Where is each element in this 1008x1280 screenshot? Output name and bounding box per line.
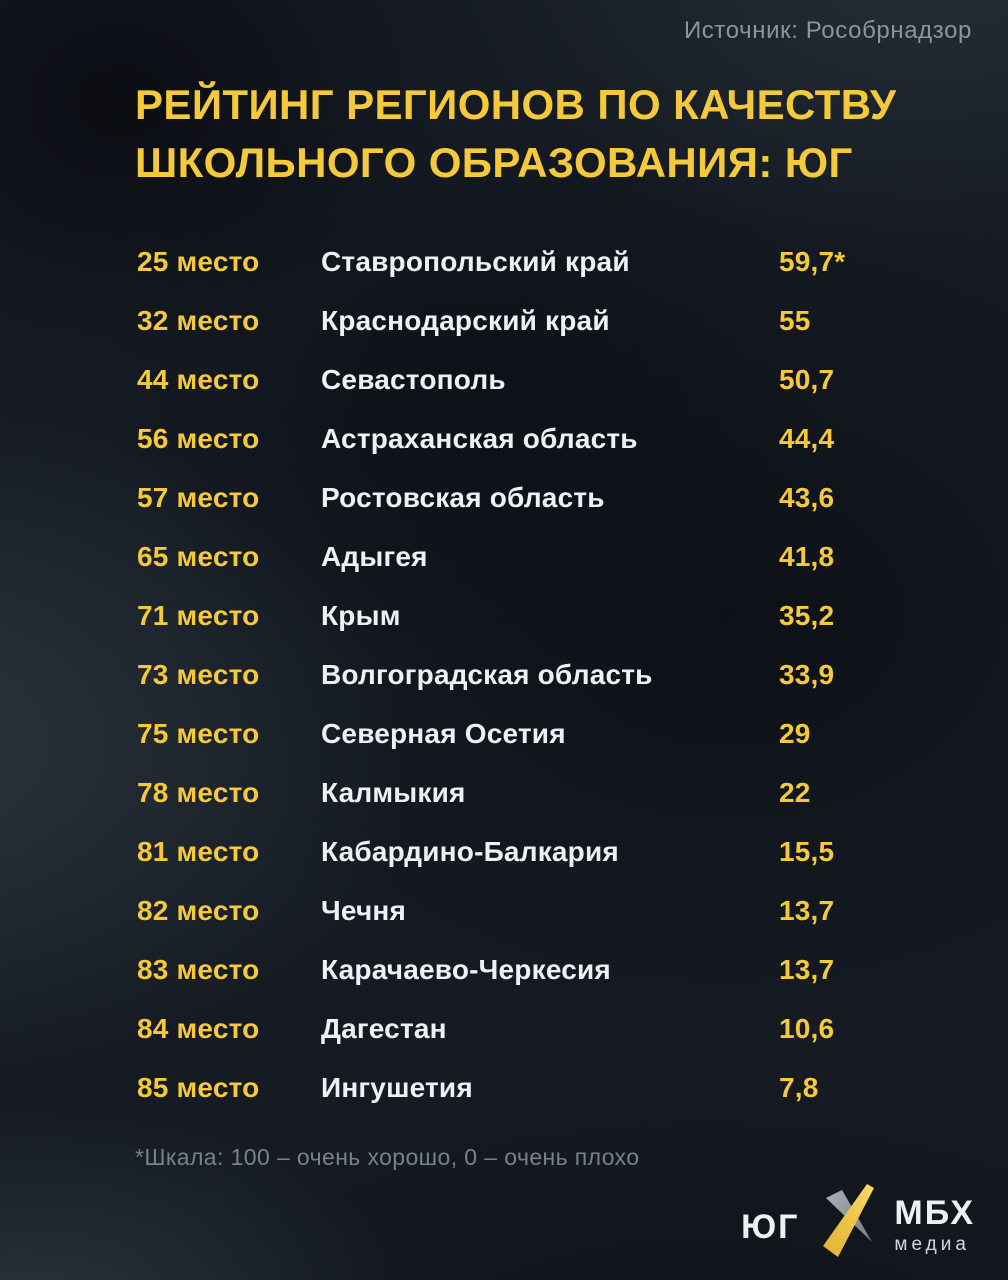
score-cell: 35,2 [779, 600, 835, 631]
place-cell: 25 место [137, 246, 260, 277]
place-cell: 44 место [137, 364, 260, 395]
region-cell: Калмыкия [321, 777, 466, 808]
place-cell: 82 место [137, 895, 260, 926]
table-row: 82 место Чечня 13,7 [137, 895, 885, 954]
score-cell: 50,7 [779, 364, 835, 395]
region-cell: Ростовская область [321, 482, 605, 513]
title-line-1: РЕЙТИНГ РЕГИОНОВ ПО КАЧЕСТВУ [135, 81, 897, 128]
scale-footnote: *Шкала: 100 – очень хорошо, 0 – очень пл… [135, 1144, 640, 1170]
region-cell: Северная Осетия [321, 718, 566, 749]
score-cell: 29 [779, 718, 811, 749]
place-cell: 84 место [137, 1013, 260, 1044]
ranking-table: 25 место Ставропольский край 59,7* 32 ме… [137, 246, 885, 1131]
place-cell: 83 место [137, 954, 260, 985]
logo: ЮГ МБХ медиа [741, 1184, 975, 1260]
place-cell: 78 место [137, 777, 260, 808]
source-label: Источник: Рособрнадзор [683, 17, 972, 44]
place-cell: 85 место [137, 1072, 260, 1103]
place-cell: 57 место [137, 482, 260, 513]
region-cell: Ставропольский край [321, 246, 630, 277]
table-row: 25 место Ставропольский край 59,7* [137, 246, 885, 305]
place-cell: 75 место [137, 718, 260, 749]
place-cell: 81 место [137, 836, 260, 867]
score-cell: 13,7 [779, 895, 835, 926]
place-cell: 32 место [137, 305, 260, 336]
region-cell: Дагестан [321, 1013, 447, 1044]
table-row: 84 место Дагестан 10,6 [137, 1013, 885, 1072]
table-row: 81 место Кабардино-Балкария 15,5 [137, 836, 885, 895]
logo-media-label: медиа [894, 1234, 970, 1255]
place-cell: 73 место [137, 659, 260, 690]
place-cell: 71 место [137, 600, 260, 631]
region-cell: Ингушетия [321, 1072, 473, 1103]
table-row: 85 место Ингушетия 7,8 [137, 1072, 885, 1131]
score-cell: 41,8 [779, 541, 835, 572]
table-row: 78 место Калмыкия 22 [137, 777, 885, 836]
table-row: 32 место Краснодарский край 55 [137, 305, 885, 364]
table-row: 44 место Севастополь 50,7 [137, 364, 885, 423]
page-title: РЕЙТИНГ РЕГИОНОВ ПО КАЧЕСТВУ ШКОЛЬНОГО О… [135, 76, 896, 192]
score-cell: 22 [779, 777, 811, 808]
table-row: 56 место Астраханская область 44,4 [137, 423, 885, 482]
place-cell: 65 место [137, 541, 260, 572]
region-cell: Краснодарский край [321, 305, 610, 336]
table-row: 75 место Северная Осетия 29 [137, 718, 885, 777]
region-cell: Волгоградская область [321, 659, 653, 690]
place-cell: 56 место [137, 423, 260, 454]
region-cell: Астраханская область [321, 423, 638, 454]
table-row: 71 место Крым 35,2 [137, 600, 885, 659]
score-cell: 13,7 [779, 954, 835, 985]
table-row: 83 место Карачаево-Черкесия 13,7 [137, 954, 885, 1013]
score-cell: 15,5 [779, 836, 835, 867]
logo-mbkh-block: МБХ медиа [894, 1196, 975, 1254]
score-cell: 7,8 [779, 1072, 819, 1103]
table-row: 73 место Волгоградская область 33,9 [137, 659, 885, 718]
score-cell: 59,7* [779, 246, 846, 277]
logo-yug-label: ЮГ [741, 1207, 800, 1246]
table-row: 57 место Ростовская область 43,6 [137, 482, 885, 541]
score-cell: 44,4 [779, 423, 835, 454]
region-cell: Чечня [321, 895, 407, 926]
region-cell: Адыгея [321, 541, 428, 572]
region-cell: Крым [321, 600, 401, 631]
score-cell: 33,9 [779, 659, 835, 690]
score-cell: 10,6 [779, 1013, 835, 1044]
region-cell: Кабардино-Балкария [321, 836, 619, 867]
score-cell: 55 [779, 305, 811, 336]
table-row: 65 место Адыгея 41,8 [137, 541, 885, 600]
score-cell: 43,6 [779, 482, 835, 513]
region-cell: Карачаево-Черкесия [321, 954, 611, 985]
logo-mbkh-label: МБХ [894, 1194, 975, 1232]
region-cell: Севастополь [321, 364, 506, 395]
title-line-2: ШКОЛЬНОГО ОБРАЗОВАНИЯ: ЮГ [135, 139, 853, 186]
x-mark-icon [823, 1184, 877, 1260]
